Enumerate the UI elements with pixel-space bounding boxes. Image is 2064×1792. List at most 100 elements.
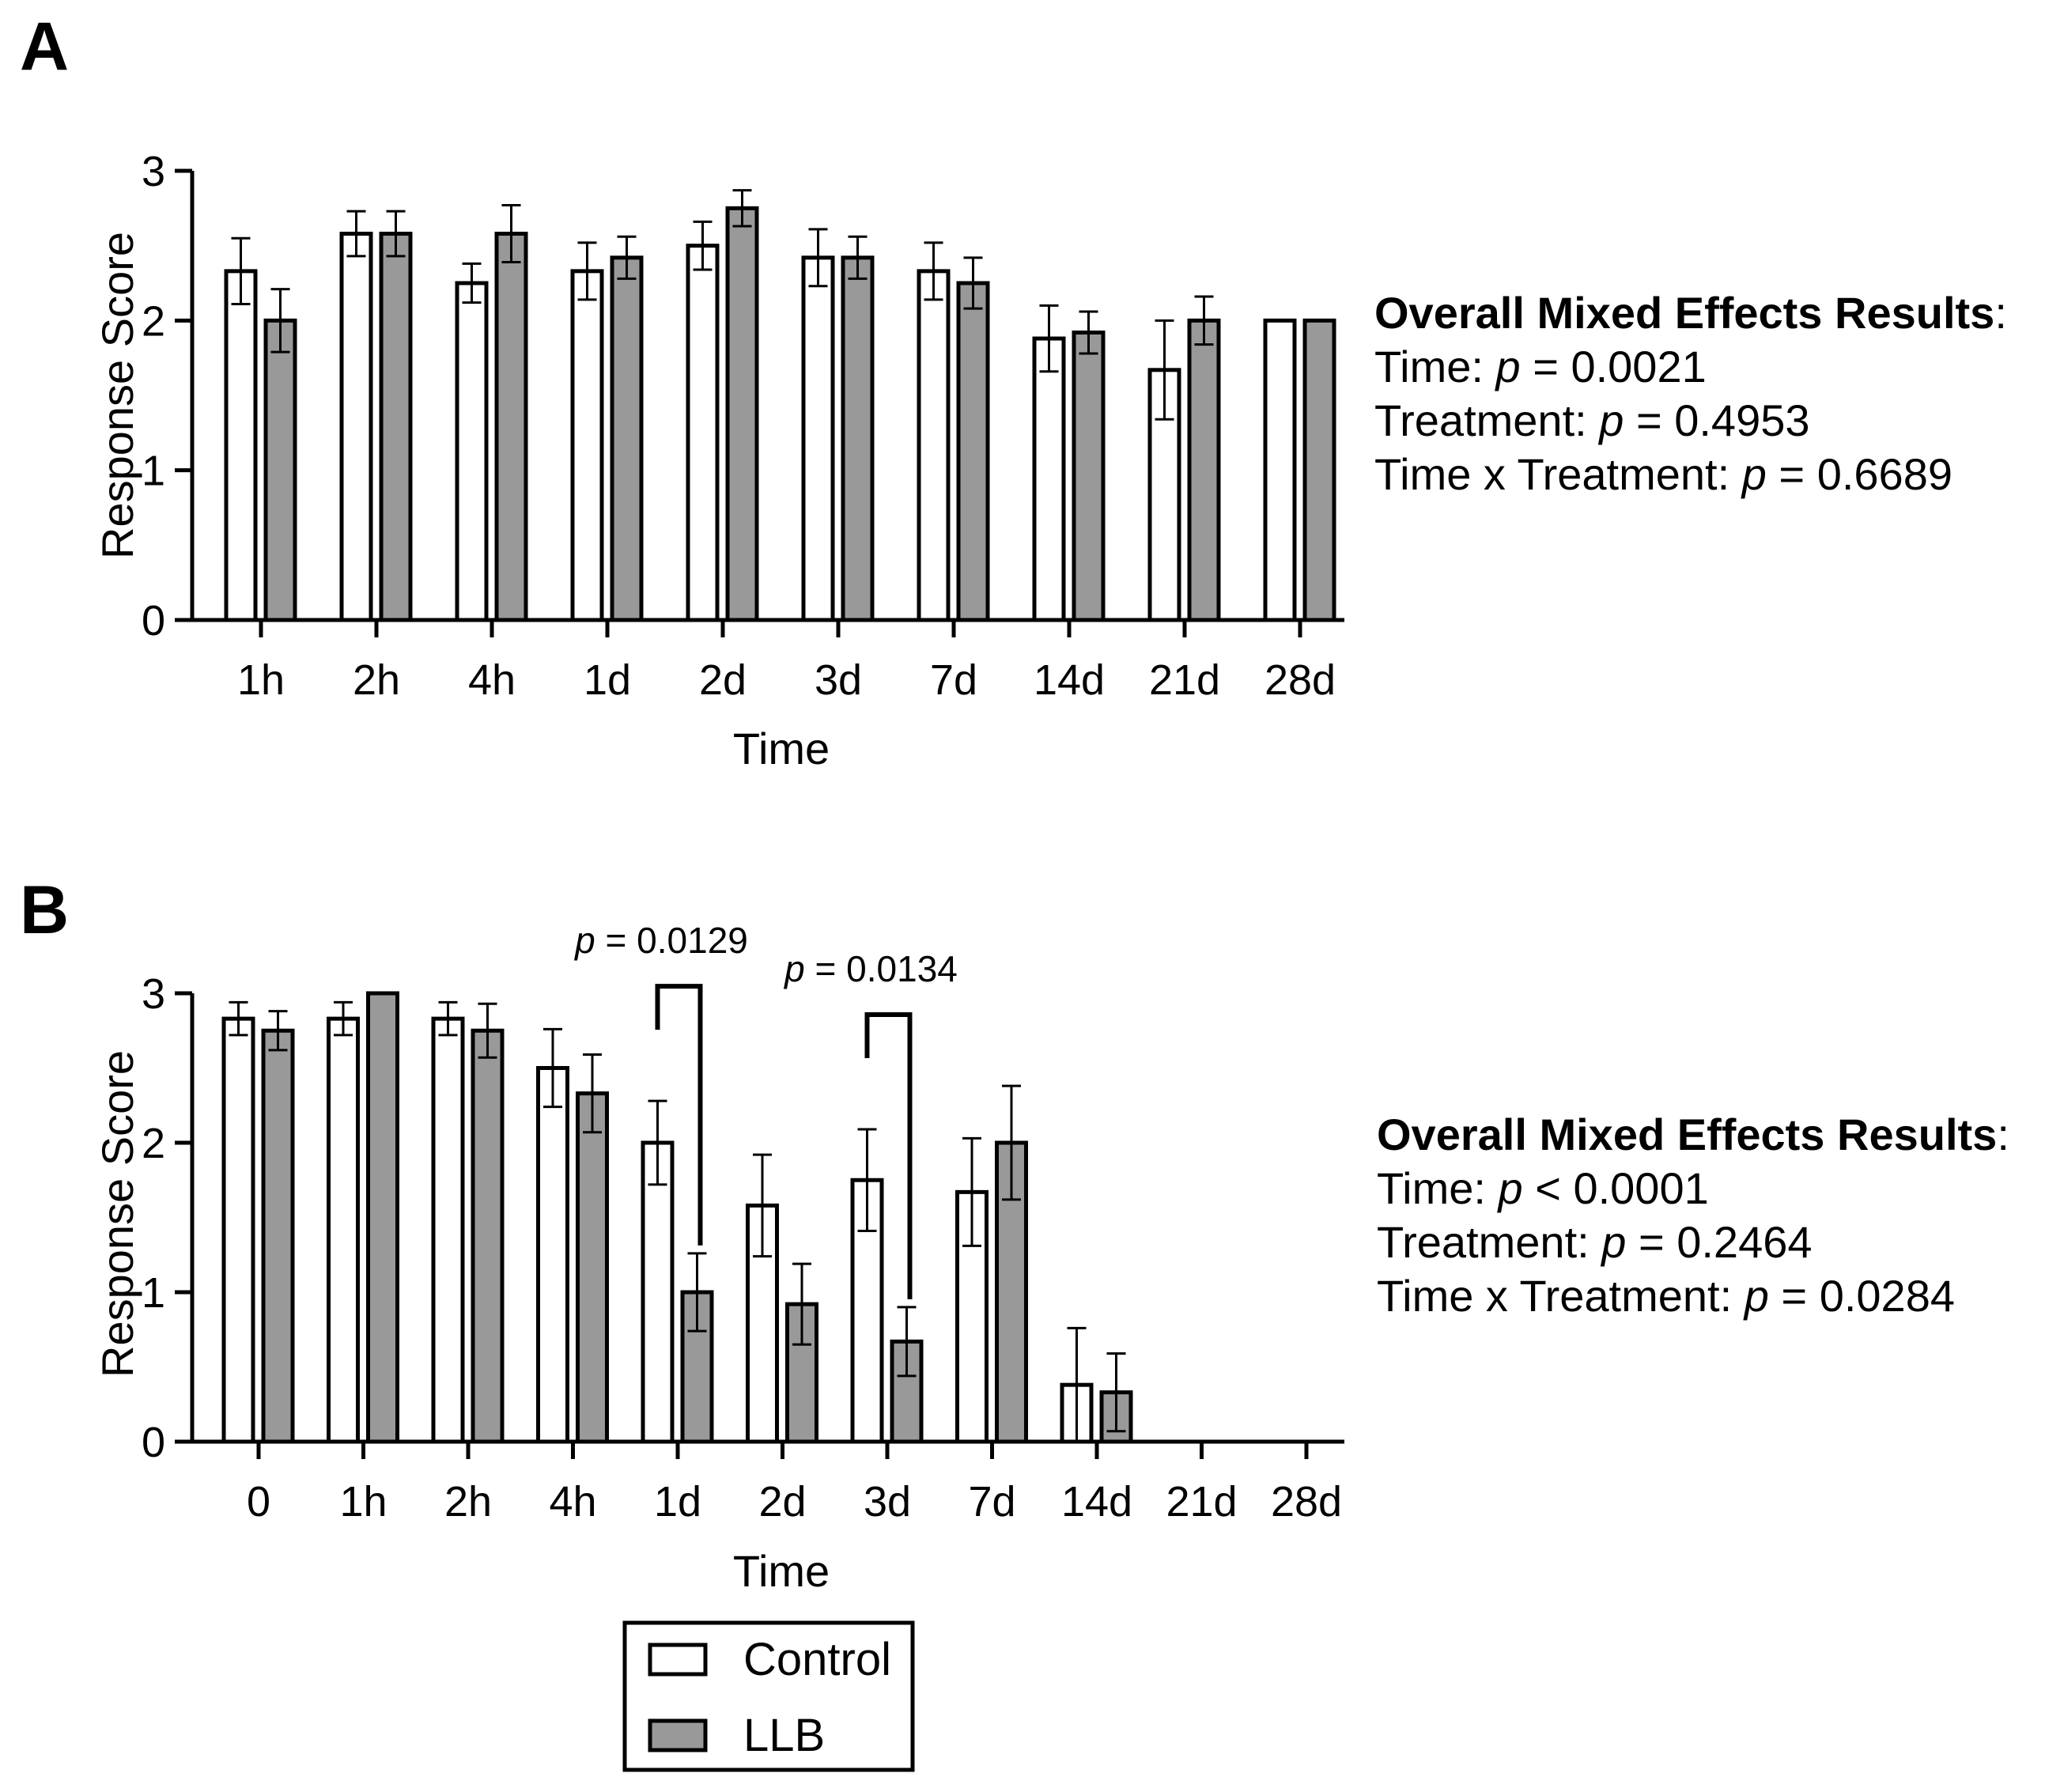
significance-label: p = 0.0129 [573, 920, 748, 961]
error-bar-llb-4h [501, 204, 521, 263]
error-bar-control-2h [438, 1000, 458, 1037]
panel-letter-b: B [20, 872, 69, 948]
error-bar-llb-21d [1194, 295, 1214, 346]
error-bar-control-2d [753, 1153, 772, 1258]
error-bar-llb-2h [386, 210, 406, 258]
x-tick-label-1d: 1d [654, 1478, 701, 1525]
bar-control-28d [1263, 318, 1297, 622]
x-tick-label-0: 0 [247, 1478, 270, 1525]
y-tick-label: 2 [142, 297, 165, 345]
x-tick-label-7d: 7d [968, 1478, 1015, 1525]
bar-llb-2h [471, 1028, 505, 1444]
stats-line-time-b: Time: p < 0.0001 [1377, 1163, 1709, 1213]
bar-control-1h [327, 1016, 360, 1444]
bar-control-4h [536, 1066, 569, 1444]
error-bar-llb-3d [897, 1306, 917, 1378]
y-tick-label: 2 [142, 1120, 165, 1167]
x-tick-label-14d: 14d [1061, 1478, 1132, 1525]
stats-line-interaction-b: Time x Treatment: p = 0.0284 [1377, 1271, 1955, 1321]
stats-block-b: Overall Mixed Effects Results: Time: p <… [1377, 1110, 2009, 1321]
error-bar-llb-2h [478, 1002, 497, 1059]
error-bar-control-7d [924, 241, 943, 301]
error-bar-llb-7d [1002, 1084, 1021, 1201]
x-tick-label-14d: 14d [1034, 656, 1105, 704]
error-bar-control-2h [346, 210, 366, 258]
bar-control-14d [1032, 336, 1066, 622]
panel-letter-a: A [20, 9, 69, 85]
error-bar-llb-1h [270, 288, 290, 353]
error-bar-control-0 [229, 1000, 248, 1037]
y-tick-label: 0 [142, 597, 165, 645]
legend-swatch-llb [648, 1718, 708, 1752]
bar-llb-14d [1072, 330, 1106, 622]
x-tick-label-2d: 2d [699, 656, 747, 704]
y-tick-label: 3 [142, 970, 165, 1018]
legend-label-control: Control [743, 1634, 891, 1685]
error-bar-llb-14d [1106, 1352, 1126, 1433]
bar-control-2h [431, 1016, 465, 1444]
error-bar-control-1d [648, 1099, 667, 1186]
x-tick-label-1d: 1d [584, 656, 631, 704]
error-bar-llb-2d [792, 1262, 811, 1346]
significance-bracket [655, 984, 703, 1246]
error-bar-llb-7d [963, 256, 983, 310]
error-bar-control-3d [808, 228, 828, 288]
significance-bracket [864, 1011, 913, 1299]
x-axis-title-a: Time [733, 724, 830, 773]
bar-llb-21d [1187, 318, 1221, 622]
error-bar-control-21d [1155, 319, 1174, 421]
x-tick-label-2h: 2h [353, 656, 400, 704]
bar-llb-7d [956, 281, 990, 622]
bar-control-0 [221, 1016, 255, 1444]
error-bar-llb-0 [268, 1010, 288, 1052]
stats-title-a: Overall Mixed Effects Results: [1374, 288, 2007, 338]
error-bar-llb-1d [617, 235, 637, 280]
chart-a: 0 1 2 3 1h 2h 4h 1d 2d 3d 7d 14d 21d 28d [142, 148, 1344, 704]
stats-line-time-a: Time: p = 0.0021 [1374, 342, 1707, 391]
error-bar-llb-14d [1079, 310, 1098, 355]
error-bar-llb-1d [687, 1252, 707, 1333]
legend: Control LLB [622, 1620, 915, 1772]
bar-llb-0 [261, 1028, 295, 1444]
bar-llb-1d [610, 255, 644, 622]
bar-llb-2h [379, 232, 413, 622]
error-bar-control-1h [334, 1000, 353, 1037]
bar-control-2d [686, 244, 720, 622]
significance-label: p = 0.0134 [783, 948, 958, 989]
x-axis-title-b: Time [733, 1546, 830, 1596]
y-tick-label: 3 [142, 148, 165, 195]
error-bar-llb-2d [732, 189, 752, 228]
stats-line-interaction-a: Time x Treatment: p = 0.6689 [1374, 449, 1952, 499]
bar-control-1h [224, 269, 258, 622]
error-bar-llb-3d [848, 235, 868, 280]
stats-title-b: Overall Mixed Effects Results: [1377, 1110, 2009, 1159]
bar-control-3d [801, 255, 835, 622]
error-bar-control-7d [962, 1136, 981, 1247]
bar-control-7d [917, 269, 951, 622]
bar-llb-28d [1302, 318, 1336, 622]
bar-llb-4h [494, 232, 528, 622]
bar-llb-3d [841, 255, 875, 622]
bar-control-1d [641, 1140, 675, 1444]
legend-box [622, 1620, 915, 1772]
x-tick-label-1h: 1h [237, 656, 285, 704]
x-tick-label-2d: 2d [758, 1478, 806, 1525]
bar-llb-1h [366, 991, 399, 1444]
bar-control-2h [339, 232, 373, 622]
x-tick-label-28d: 28d [1264, 656, 1336, 704]
x-tick-label-21d: 21d [1149, 656, 1220, 704]
x-tick-label-1h: 1h [339, 1478, 387, 1525]
x-tick-label-2h: 2h [444, 1478, 492, 1525]
error-bar-control-1d [577, 241, 597, 301]
x-tick-label-4h: 4h [468, 656, 516, 704]
y-axis-title-b: Response Score [93, 1050, 142, 1378]
legend-label-llb: LLB [743, 1710, 825, 1761]
x-tick-label-3d: 3d [815, 656, 862, 704]
bar-llb-2d [725, 206, 759, 622]
error-bar-control-4h [462, 262, 482, 304]
stats-block-a: Overall Mixed Effects Results: Time: p =… [1374, 288, 2007, 499]
x-tick-label-4h: 4h [549, 1478, 596, 1525]
bar-control-4h [455, 281, 489, 622]
error-bar-control-3d [857, 1128, 877, 1233]
